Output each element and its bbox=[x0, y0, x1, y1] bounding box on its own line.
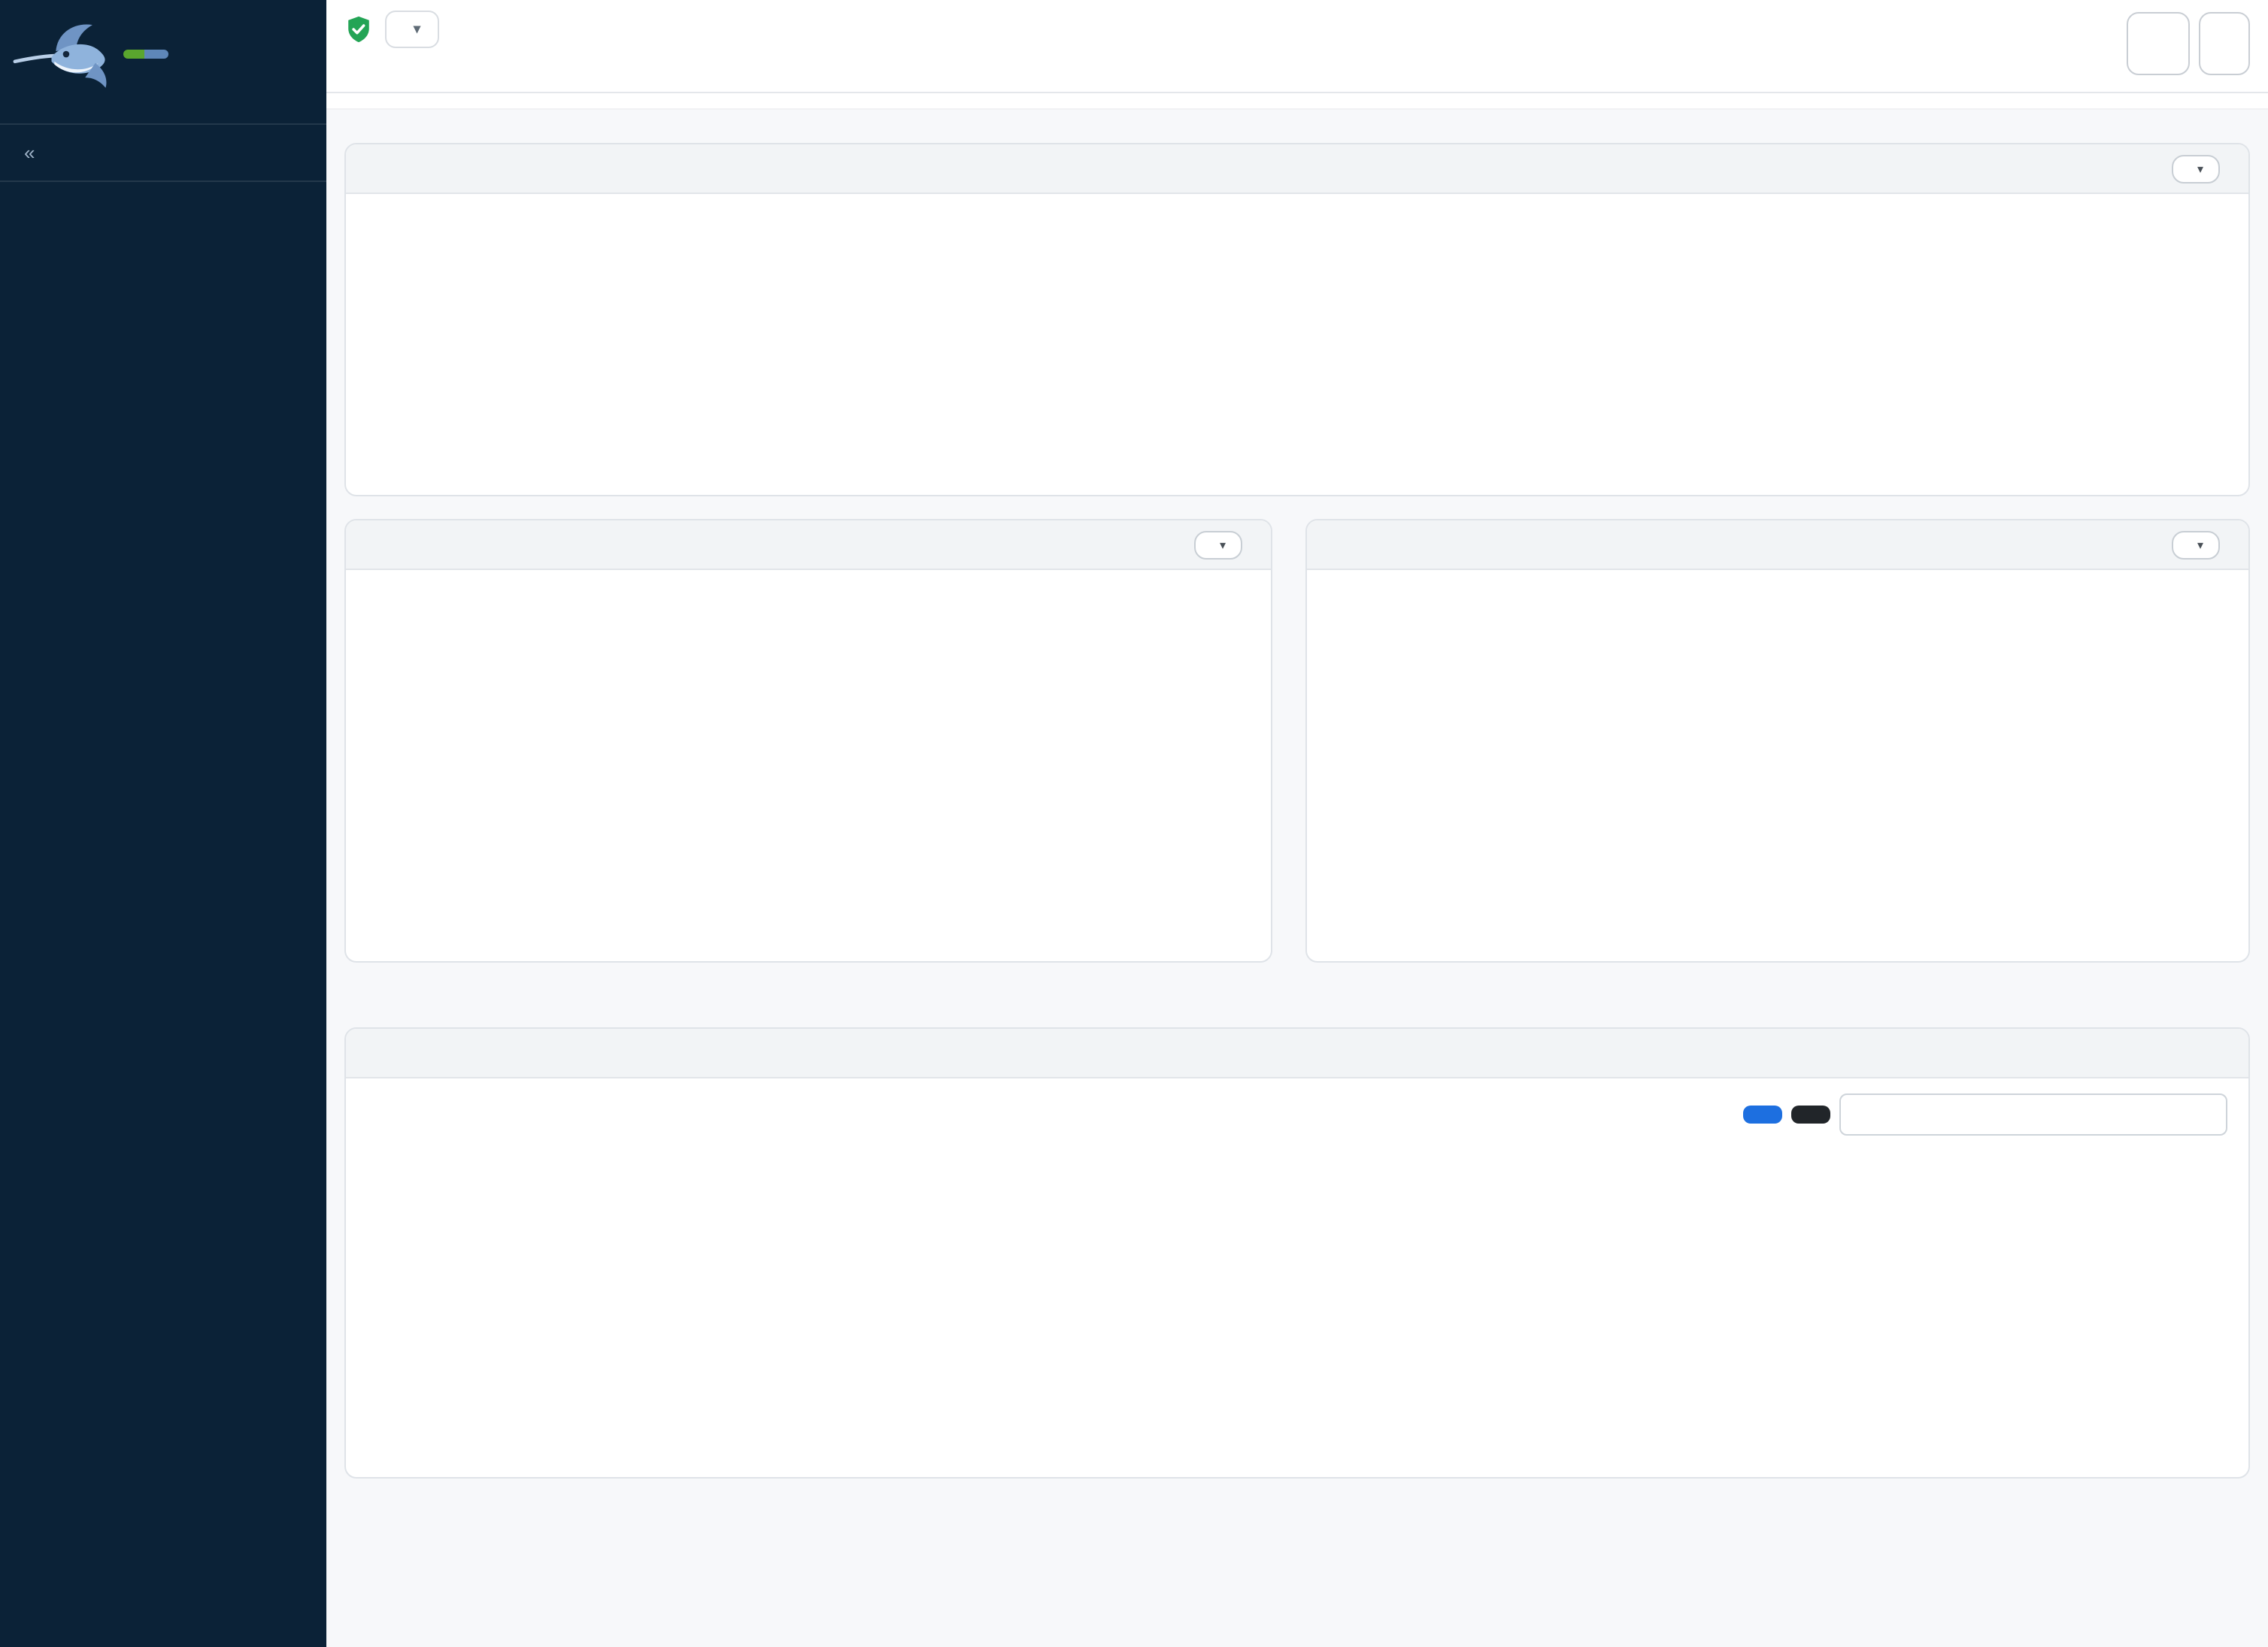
top-statements-panel: ▾ bbox=[344, 519, 1272, 963]
main-content: ▾ bbox=[326, 0, 2268, 1647]
logo-db bbox=[123, 50, 144, 59]
marlin-fish-icon bbox=[13, 24, 107, 88]
table-toolbar bbox=[346, 1078, 2248, 1145]
sidebar: « bbox=[0, 0, 326, 1647]
activity-chart-menu[interactable]: ▾ bbox=[2171, 154, 2220, 183]
logo-marlin bbox=[144, 50, 168, 59]
chevron-down-icon: ▾ bbox=[414, 21, 421, 36]
statements-panel bbox=[344, 1027, 2250, 1479]
shield-check-icon bbox=[348, 16, 369, 43]
topbar: ▾ bbox=[326, 0, 2268, 93]
clear-button[interactable] bbox=[1791, 1106, 1830, 1124]
waits-chart-menu[interactable]: ▾ bbox=[2171, 530, 2220, 559]
top-waits-donut[interactable] bbox=[1307, 570, 2248, 963]
top-statements-donut[interactable] bbox=[346, 570, 1271, 963]
time-range-button[interactable] bbox=[2199, 12, 2250, 75]
time-spent-chart[interactable] bbox=[346, 194, 2248, 495]
hide-menu-button[interactable]: « bbox=[0, 123, 326, 182]
chevron-down-icon: ▾ bbox=[2197, 538, 2203, 551]
chevron-down-icon: ▾ bbox=[1219, 538, 1226, 551]
logo bbox=[0, 0, 326, 102]
copy-link-button[interactable] bbox=[2127, 12, 2190, 75]
statements-chart-menu[interactable]: ▾ bbox=[1193, 530, 1242, 559]
page-body: ▾ bbox=[326, 110, 2268, 1647]
time-spent-panel: ▾ bbox=[344, 143, 2250, 496]
main-tabs bbox=[326, 93, 2268, 110]
search-input[interactable] bbox=[1839, 1093, 2227, 1136]
top-waits-panel: ▾ bbox=[1305, 519, 2250, 963]
chevron-down-icon: ▾ bbox=[2197, 162, 2203, 175]
export-button[interactable] bbox=[1743, 1106, 1782, 1124]
dbmarlin-logo bbox=[123, 50, 168, 59]
chevron-double-left-icon: « bbox=[24, 141, 35, 164]
instance-selector[interactable]: ▾ bbox=[385, 11, 439, 48]
